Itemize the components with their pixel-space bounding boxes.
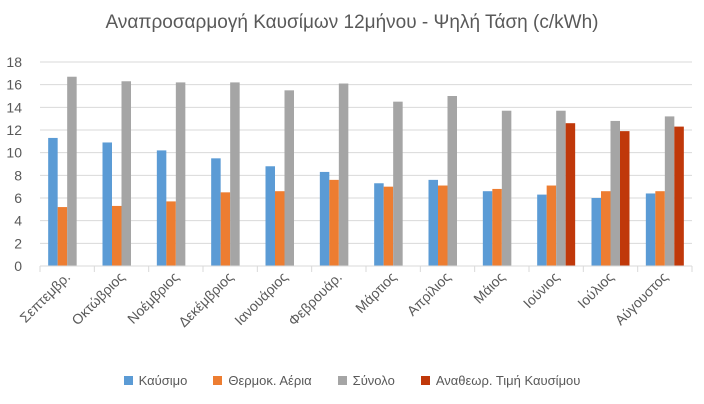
x-tick-label: Ιούνιος [520,269,563,312]
x-tick-label: Μάρτιος [352,269,399,316]
y-tick-label: 12 [6,122,22,138]
legend-item: Αναθεωρ. Τιμή Καυσίμου [420,373,581,388]
x-tick-label: Ιανουάριος [231,269,291,329]
bar [284,90,294,266]
bar [156,150,167,266]
bar [447,96,457,266]
bar [275,191,285,266]
x-tick-label: Νοέμβριος [124,269,182,327]
chart-title: Αναπροσαρμογή Καυσίμων 12μήνου - Ψηλή Τά… [105,12,599,33]
legend-swatch [420,376,430,385]
y-tick-label: 10 [6,145,22,161]
legend-swatch [213,376,223,385]
bar [565,123,576,266]
x-tick-label: Απρίλιος [404,269,454,319]
legend-item: Σύνολο [337,373,395,388]
bar [664,116,675,267]
bar [374,183,384,266]
legend-label: Σύνολο [352,373,395,388]
bar [610,120,620,266]
bar [67,76,77,266]
y-tick-label: 16 [6,77,22,93]
bar [166,201,176,266]
y-tick-label: 0 [14,258,22,274]
legend-item: Θερμοκ. Αέρια [213,373,312,388]
bar [329,179,339,266]
bar [556,110,566,266]
bar [338,83,349,267]
y-tick-label: 18 [6,54,22,70]
bar [674,126,684,266]
legend-swatch [337,376,347,385]
x-tick-label: Δεκέμβριος [175,269,236,330]
bar [265,166,275,266]
y-tick-label: 14 [6,99,22,115]
y-tick-label: 8 [14,167,22,183]
bar [319,171,330,266]
y-tick-label: 2 [14,235,22,251]
x-tick-label: Οκτώβριος [68,269,127,328]
chart-legend: Καύσιμο Θερμοκ. Αέρια Σύνολο Αναθεωρ. Τιμή … [0,373,704,388]
x-tick-label: Ιούλιος [574,269,617,312]
bar [645,193,656,266]
x-tick-label: Σεπτεμβρ. [16,269,73,326]
bar [220,192,231,266]
bar [501,110,512,266]
bar [57,207,68,266]
bar [230,82,240,267]
y-tick-label: 6 [14,190,22,206]
bar [492,188,502,266]
bar [393,101,403,267]
bar [211,158,221,266]
bar [121,81,131,267]
bar [112,205,122,266]
legend-label: Θερμοκ. Αέρια [228,373,312,388]
bar [591,198,601,266]
legend-label: Αναθεωρ. Τιμή Καυσίμου [435,373,581,388]
bar [175,82,186,267]
y-tick-label: 4 [14,213,22,229]
x-tick-label: Μάιος [470,269,508,307]
legend-swatch [123,376,133,385]
bar [383,186,394,266]
bar [537,194,547,266]
x-tick-label: Αύγουστος [612,269,672,329]
bar [438,185,448,266]
bar [482,191,493,266]
legend-item: Καύσιμο [123,373,188,388]
bar [601,191,611,266]
x-tick-label: Φεβρουάρ. [285,269,345,329]
legend-label: Καύσιμο [138,373,188,388]
bar [620,131,630,266]
bar [48,137,58,266]
bar [428,179,438,266]
bar [655,191,665,266]
bar [546,185,557,266]
bar [102,142,112,266]
